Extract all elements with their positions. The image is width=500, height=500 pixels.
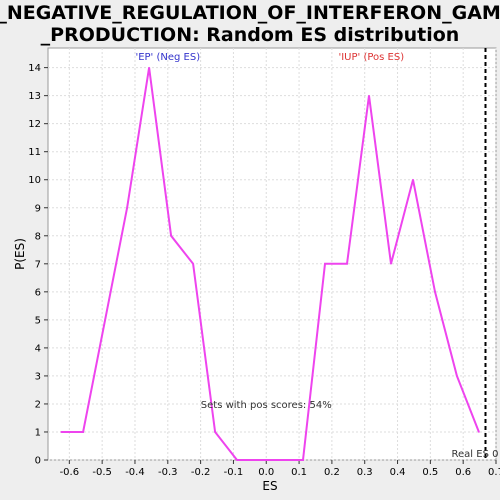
x-tick-label: 0.3 (357, 467, 373, 478)
y-tick-label: 3 (35, 371, 41, 382)
chart-title-line-1: GO_NEGATIVE_REGULATION_OF_INTERFERON_GAM… (0, 2, 500, 24)
y-tick-label: 11 (28, 147, 41, 158)
y-tick-label: 8 (35, 231, 41, 242)
real-es-label: Real ES 0 (452, 449, 499, 460)
x-tick-label: 0.6 (455, 467, 471, 478)
grid-lines (48, 48, 497, 461)
data-point (82, 431, 84, 433)
plot-area (47, 47, 497, 461)
data-point (324, 263, 326, 265)
data-point (434, 291, 436, 293)
data-point (104, 319, 106, 321)
data-point (368, 94, 370, 97)
y-tick-label: 9 (35, 203, 41, 214)
data-point (214, 431, 216, 433)
data-point (478, 431, 480, 433)
x-tick-label: 0.2 (324, 467, 340, 478)
x-tick-label: -0.4 (125, 467, 145, 478)
data-point (170, 234, 172, 237)
x-tick-label: -0.6 (60, 467, 80, 478)
es-distribution-line (61, 67, 480, 461)
y-tick-label: 1 (35, 427, 41, 438)
data-point (60, 431, 62, 433)
data-point (456, 375, 458, 377)
y-tick-label: 5 (35, 315, 41, 326)
x-tick-label: 0.0 (258, 467, 274, 478)
data-point (258, 459, 260, 461)
y-tick-label: 2 (35, 399, 41, 410)
y-tick-label: 4 (35, 343, 41, 354)
data-point (280, 459, 282, 461)
y-tick-label: 0 (35, 456, 41, 467)
data-point (390, 263, 392, 265)
x-axis-label: ES (262, 479, 277, 493)
data-point (236, 459, 238, 461)
x-tick-label: -0.3 (158, 467, 178, 478)
axes: -0.6 -0.5 -0.4 -0.3 -0.2 -0.1 0.0 0.1 0.2 0.3 0.4 0… (28, 63, 500, 478)
y-tick-label: 7 (35, 259, 41, 270)
y-tick-label: 10 (28, 175, 41, 186)
data-point (302, 459, 304, 461)
data-point (412, 178, 414, 181)
region-label: 'IUP' (Pos ES) (338, 52, 404, 63)
y-axis-label: P(ES) (13, 238, 27, 270)
series-layer (60, 48, 487, 461)
x-tick-label: -0.5 (92, 467, 112, 478)
x-tick-label: 0.7 (488, 467, 500, 478)
y-tick-label: 12 (28, 119, 41, 130)
data-point (346, 263, 348, 265)
pos-scores-annotation: Sets with pos scores: 54% (201, 400, 332, 411)
region-label: 'EP' (Neg ES) (135, 52, 200, 63)
x-tick-label: 0.1 (291, 467, 307, 478)
x-tick-label: -0.1 (224, 467, 244, 478)
data-point (148, 66, 150, 69)
y-tick-label: 6 (35, 287, 41, 298)
x-tick-label: -0.2 (191, 467, 211, 478)
data-point (126, 206, 128, 209)
x-tick-label: 0.5 (422, 467, 438, 478)
y-tick-label: 14 (28, 63, 41, 74)
chart-labels: Real ES 0 'EP' (Neg ES) 'IUP' (Pos ES) Sets… (135, 52, 498, 460)
y-tick-label: 13 (28, 91, 41, 102)
data-point (192, 263, 194, 265)
chart-title-line-2: _PRODUCTION: Random ES distribution (41, 24, 460, 46)
x-tick-label: 0.4 (390, 467, 406, 478)
